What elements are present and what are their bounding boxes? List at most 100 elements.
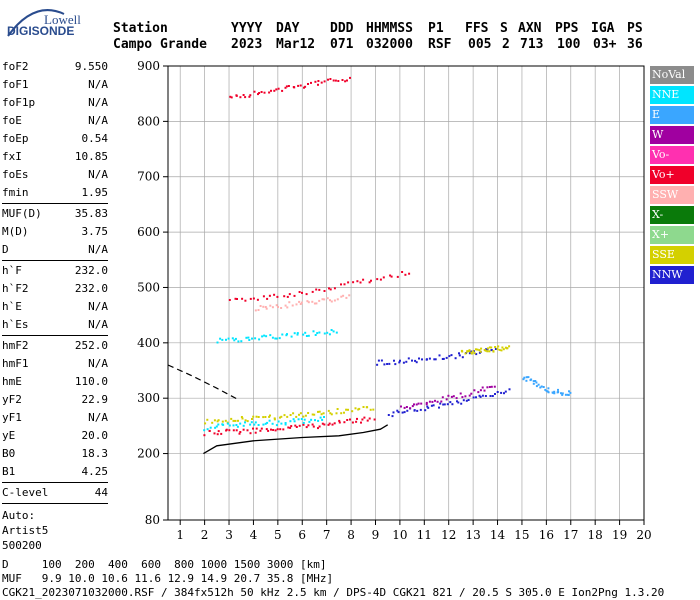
echo-point [343, 421, 346, 424]
echo-point [258, 92, 261, 94]
echo-point [403, 411, 406, 414]
header-iga-value: 03+ [593, 37, 617, 52]
x-tick-label: 19 [612, 528, 627, 542]
echo-point [369, 408, 372, 411]
echo-point [334, 79, 337, 82]
echo-point [497, 345, 500, 348]
echo-point [208, 429, 211, 432]
echo-point [319, 416, 322, 419]
y-tick-label: 400 [137, 336, 160, 350]
echo-point [300, 418, 303, 420]
param-row-foes: foEs N/A [2, 166, 108, 184]
echo-point [250, 421, 253, 424]
echo-point [299, 303, 302, 305]
echo-point [275, 337, 278, 340]
echo-point [377, 359, 380, 362]
echo-point [221, 338, 224, 341]
echo-point [399, 359, 401, 362]
echo-point [383, 363, 386, 366]
echo-point [284, 423, 287, 426]
echo-point [248, 95, 251, 98]
echo-point [258, 338, 261, 341]
echo-point [298, 291, 301, 293]
param-name: foF1p [2, 96, 36, 109]
echo-point [472, 396, 475, 399]
header-s-label: S [500, 21, 508, 36]
echo-point [494, 346, 497, 348]
echo-point [307, 334, 310, 337]
echo-point [308, 420, 311, 423]
echo-point [252, 297, 255, 300]
echo-point [329, 78, 332, 80]
echo-point [255, 415, 258, 418]
echo-point [361, 418, 364, 421]
echo-point [500, 349, 503, 352]
echo-point [479, 389, 482, 392]
echo-point [346, 79, 348, 82]
echo-point [552, 391, 554, 394]
echo-point [428, 357, 431, 360]
param-row-yf1: yF1 N/A [2, 409, 108, 427]
header-ffs-value: 005 [468, 37, 492, 52]
echo-point [232, 424, 235, 427]
x-tick-label: 10 [392, 528, 407, 542]
echo-point [265, 428, 268, 431]
echo-point [289, 414, 292, 416]
echo-point [386, 363, 389, 365]
echo-point [455, 397, 458, 400]
header-station-label: Station [113, 21, 168, 36]
echo-point [242, 428, 245, 431]
param-name: hmE [2, 375, 22, 388]
echo-point [323, 423, 326, 426]
echo-point [281, 89, 284, 92]
param-value: N/A [88, 243, 108, 256]
echo-point [273, 293, 276, 296]
header-axn-value: 713 [520, 37, 544, 52]
auto-line: Auto: [2, 509, 36, 522]
echo-point [458, 352, 460, 355]
echo-point [317, 83, 319, 86]
echo-point [283, 414, 286, 417]
echo-point [273, 89, 276, 92]
echo-point [413, 409, 416, 412]
param-name: M(D) [2, 225, 29, 238]
echo-point [317, 427, 319, 430]
echo-point [315, 288, 318, 291]
echo-point [459, 392, 462, 395]
echo-point [295, 426, 298, 428]
echo-point [340, 283, 342, 286]
echo-point [294, 424, 297, 427]
echo-point [297, 418, 300, 421]
x-tick-label: 16 [539, 528, 554, 542]
echo-point [311, 423, 314, 426]
echo-point [490, 346, 493, 349]
echo-point [268, 415, 271, 418]
echo-point [279, 416, 281, 419]
param-row-b0: B0 18.3 [2, 445, 108, 463]
echo-point [451, 403, 454, 406]
echo-point [481, 386, 484, 389]
echo-point [445, 398, 448, 401]
echo-point [431, 400, 434, 403]
echo-point [280, 422, 283, 425]
plot-grid [168, 65, 645, 521]
echo-point [534, 380, 537, 382]
echo-point [313, 413, 316, 416]
echo-point [216, 420, 219, 423]
header-year-value: 2023 [231, 37, 263, 52]
echo-point [452, 395, 455, 398]
echo-point [428, 400, 431, 403]
echo-point [343, 283, 346, 286]
echo-point [424, 409, 427, 412]
echo-point [307, 424, 310, 427]
echo-point [323, 416, 325, 418]
echo-point [277, 306, 279, 308]
echo-point [481, 394, 484, 397]
echo-point [393, 359, 395, 362]
echo-point [277, 420, 280, 423]
echo-point [439, 402, 442, 405]
echo-point [286, 333, 288, 336]
param-row-hme: hmE 110.0 [2, 373, 108, 391]
echo-point [323, 332, 326, 335]
param-row-fmin: fmin 1.95 [2, 184, 108, 202]
